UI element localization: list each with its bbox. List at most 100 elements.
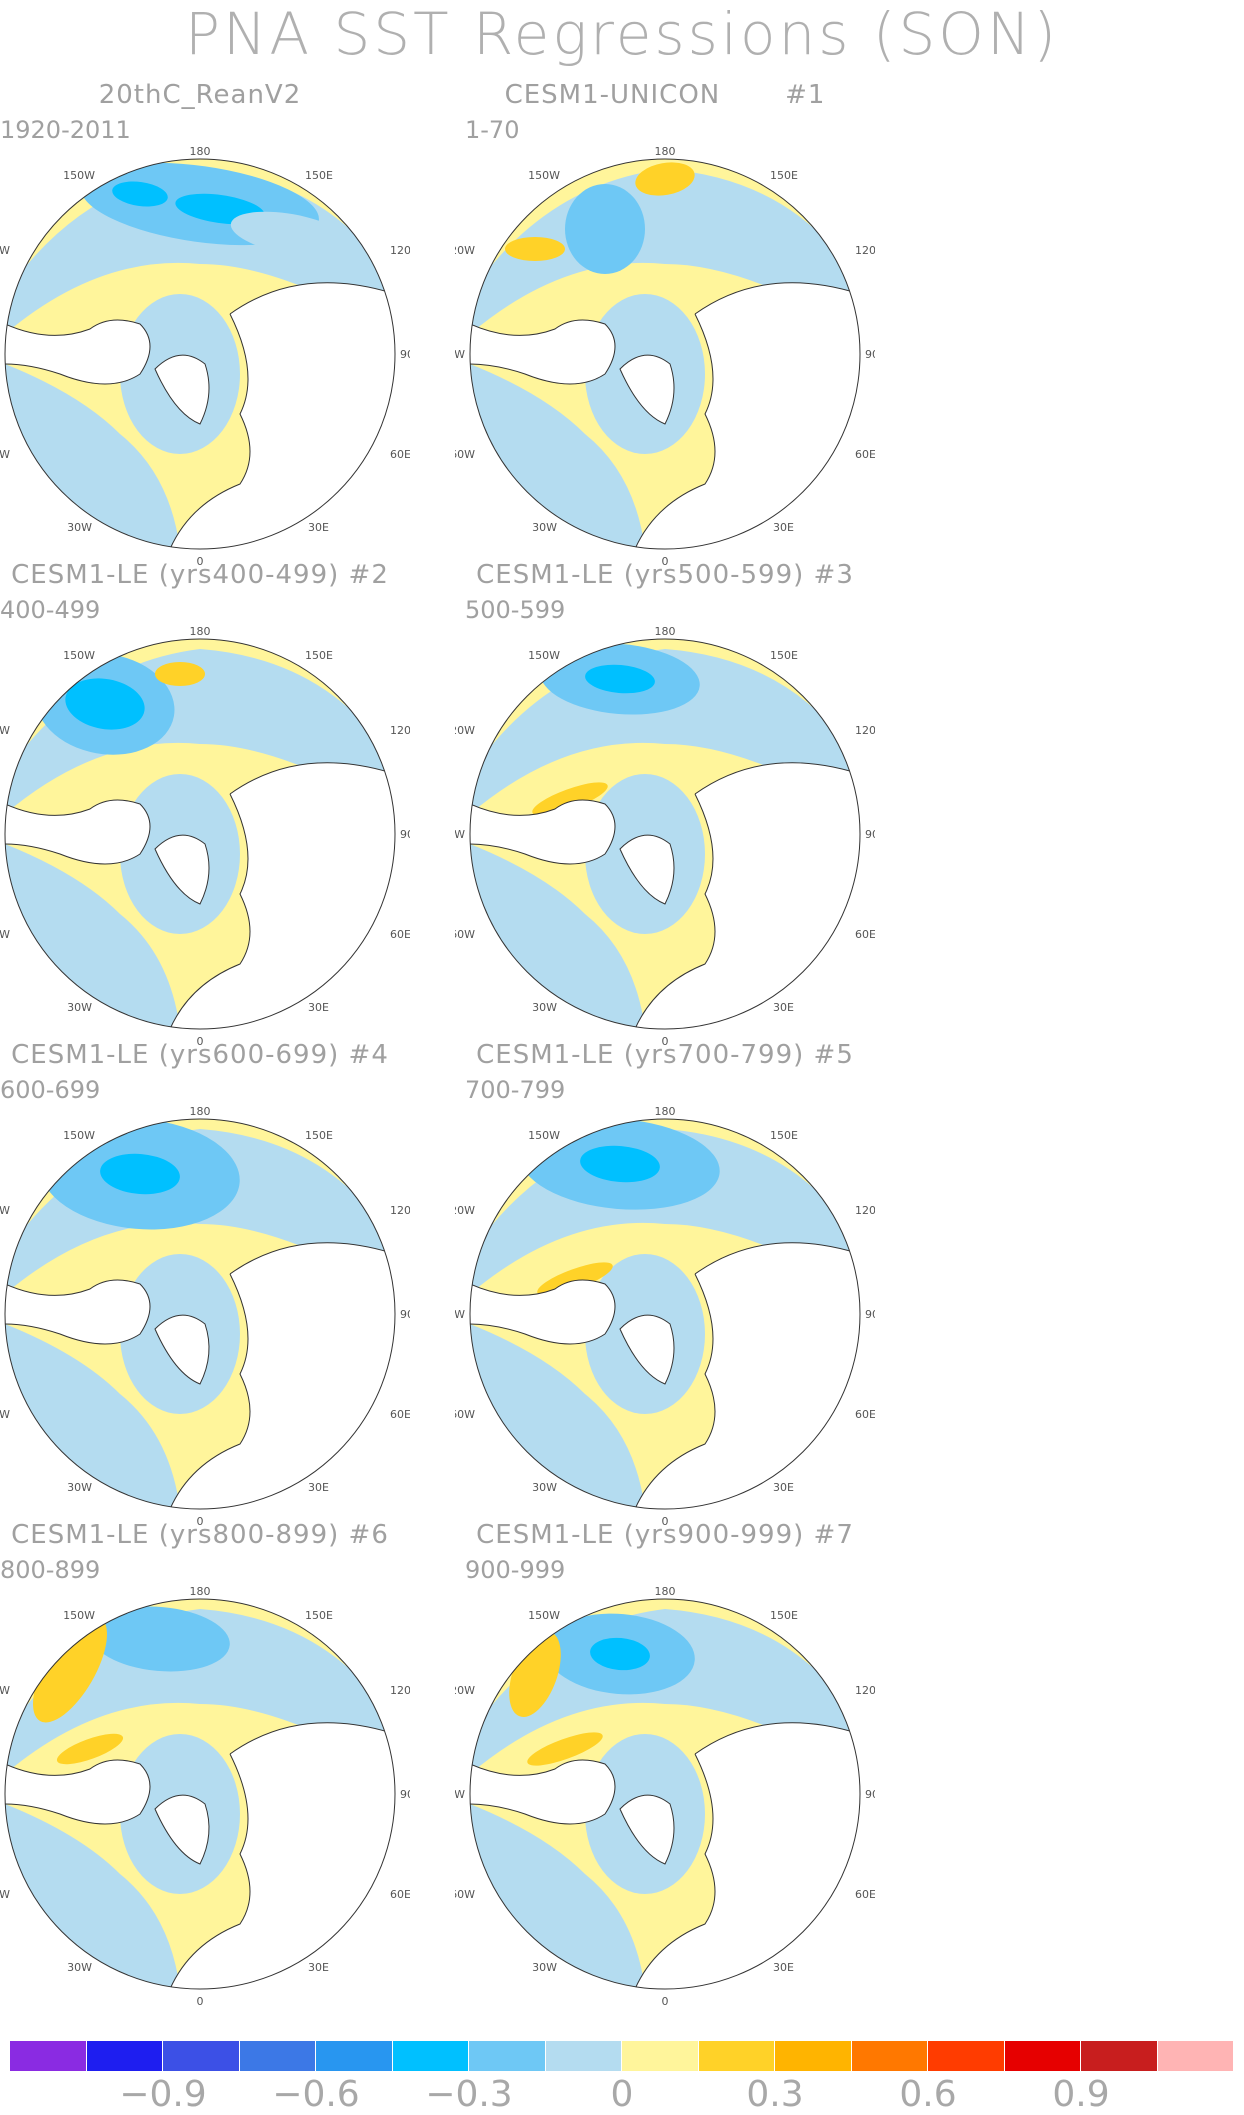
- longitude-label: 90E: [865, 828, 875, 841]
- colorbar-tick-label: −0.3: [425, 2074, 512, 2115]
- longitude-label: 120E: [390, 244, 410, 257]
- longitude-label: 30E: [308, 1961, 329, 1974]
- longitude-label: 150E: [305, 169, 333, 182]
- colorbar-tick-label: −0.9: [119, 2074, 206, 2115]
- panel-title: CESM1-UNICON #1: [455, 80, 875, 110]
- longitude-label: 0: [197, 1995, 204, 2008]
- longitude-label: 180: [655, 145, 676, 158]
- colorbar-swatch: [1081, 2041, 1158, 2071]
- longitude-label: 90E: [865, 1308, 875, 1321]
- polar-map: 180150W150E120W120E90W90E60W60E30W30E0: [455, 1574, 875, 2014]
- longitude-label: 180: [655, 1585, 676, 1598]
- longitude-label: 120E: [855, 1204, 875, 1217]
- longitude-label: 60W: [0, 928, 10, 941]
- longitude-label: 30E: [308, 1001, 329, 1014]
- colorbar-swatch: [240, 2041, 317, 2071]
- longitude-label: 90W: [455, 348, 465, 361]
- longitude-label: 150W: [528, 169, 560, 182]
- longitude-label: 150W: [528, 649, 560, 662]
- longitude-label: 90E: [865, 1788, 875, 1801]
- longitude-label: 180: [655, 625, 676, 638]
- longitude-label: 60E: [855, 1888, 875, 1901]
- longitude-label: 30E: [773, 1481, 794, 1494]
- longitude-label: 30E: [773, 1001, 794, 1014]
- longitude-label: 30W: [532, 1961, 557, 1974]
- longitude-label: 150W: [63, 1129, 95, 1142]
- colorbar-swatch: [1158, 2041, 1235, 2071]
- colorbar-tick-label: 0.6: [899, 2074, 956, 2115]
- polar-map: 180150W150E120W120E90W90E60W60E30W30E0: [455, 614, 875, 1054]
- colorbar: [10, 2041, 1234, 2071]
- panel-title: CESM1-LE (yrs400-499) #2: [0, 560, 410, 590]
- longitude-label: 150W: [63, 649, 95, 662]
- polar-map: 180150W150E120W120E90W90E60W60E30W30E0: [0, 1094, 410, 1534]
- longitude-label: 30W: [532, 1481, 557, 1494]
- anomaly-region: [565, 184, 645, 274]
- colorbar-swatch: [469, 2041, 546, 2071]
- longitude-label: 60E: [390, 1408, 410, 1421]
- colorbar-tick-label: 0.3: [746, 2074, 803, 2115]
- longitude-label: 90E: [400, 1788, 410, 1801]
- colorbar-swatch: [163, 2041, 240, 2071]
- longitude-label: 30W: [532, 521, 557, 534]
- longitude-label: 150W: [528, 1609, 560, 1622]
- longitude-label: 120E: [855, 244, 875, 257]
- colorbar-swatch: [1005, 2041, 1082, 2071]
- longitude-label: 60W: [455, 448, 475, 461]
- longitude-label: 60W: [455, 928, 475, 941]
- longitude-label: 60E: [390, 1888, 410, 1901]
- map-panel: CESM1-UNICON #11-70180150W150E120W120E90…: [455, 104, 875, 574]
- longitude-label: 150W: [63, 169, 95, 182]
- polar-map: 180150W150E120W120E90W90E60W60E30W30E0: [0, 134, 410, 574]
- longitude-label: 30E: [773, 1961, 794, 1974]
- longitude-label: 90W: [455, 1308, 465, 1321]
- longitude-label: 30W: [532, 1001, 557, 1014]
- longitude-label: 180: [190, 625, 211, 638]
- polar-map: 180150W150E120W120E90W90E60W60E30W30E0: [455, 134, 875, 574]
- colorbar-swatch: [775, 2041, 852, 2071]
- longitude-label: 60E: [855, 1408, 875, 1421]
- panel-title: CESM1-LE (yrs700-799) #5: [455, 1040, 875, 1070]
- longitude-label: 30W: [67, 1961, 92, 1974]
- longitude-label: 30W: [67, 521, 92, 534]
- longitude-label: 90E: [400, 348, 410, 361]
- longitude-label: 150E: [770, 1609, 798, 1622]
- longitude-label: 150E: [305, 649, 333, 662]
- anomaly-region: [155, 662, 205, 686]
- longitude-label: 60E: [855, 448, 875, 461]
- anomaly-region: [505, 237, 565, 261]
- longitude-label: 150W: [63, 1609, 95, 1622]
- longitude-label: 120E: [855, 724, 875, 737]
- colorbar-swatch: [852, 2041, 929, 2071]
- page-title: PNA SST Regressions (SON): [0, 0, 1244, 68]
- colorbar-swatch: [928, 2041, 1005, 2071]
- longitude-label: 60E: [855, 928, 875, 941]
- longitude-label: 60E: [390, 448, 410, 461]
- longitude-label: 150E: [770, 1129, 798, 1142]
- polar-map: 180150W150E120W120E90W90E60W60E30W30E0: [0, 1574, 410, 2014]
- longitude-label: 90W: [455, 828, 465, 841]
- longitude-label: 90E: [400, 1308, 410, 1321]
- longitude-label: 30W: [67, 1481, 92, 1494]
- longitude-label: 60W: [0, 1888, 10, 1901]
- panel-title: CESM1-LE (yrs900-999) #7: [455, 1520, 875, 1550]
- longitude-label: 150E: [305, 1129, 333, 1142]
- longitude-label: 180: [190, 1105, 211, 1118]
- longitude-label: 60W: [0, 448, 10, 461]
- panel-title: CESM1-LE (yrs800-899) #6: [0, 1520, 410, 1550]
- colorbar-swatch: [393, 2041, 470, 2071]
- longitude-label: 150E: [770, 169, 798, 182]
- longitude-label: 30W: [67, 1001, 92, 1014]
- longitude-label: 120E: [390, 1684, 410, 1697]
- colorbar-swatch: [10, 2041, 87, 2071]
- colorbar-swatch: [316, 2041, 393, 2071]
